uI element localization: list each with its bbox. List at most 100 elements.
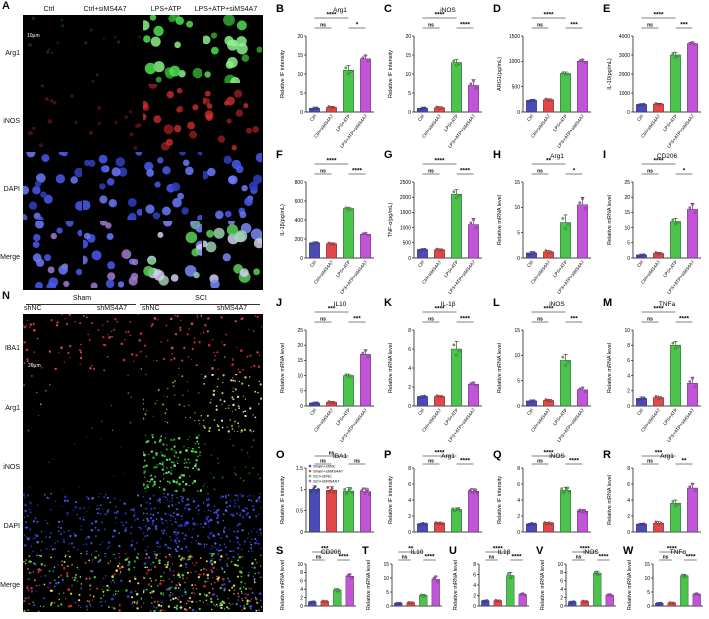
y-tick-label: 0 — [627, 110, 630, 116]
data-point — [325, 600, 329, 603]
y-tick-label: 0 — [517, 404, 520, 410]
data-point — [564, 227, 567, 230]
y-tick-label: 0.5 — [296, 508, 303, 514]
bar-3 — [670, 54, 681, 113]
data-point — [349, 70, 353, 73]
y-tick-label: 8 — [473, 562, 476, 568]
data-point — [347, 488, 351, 492]
sig-label: ns — [537, 459, 543, 465]
bar-4 — [360, 354, 371, 407]
data-point — [654, 520, 658, 524]
y-tick-label: 1.5 — [296, 466, 303, 472]
y-tick-label: 1000 — [509, 59, 520, 65]
bar-3 — [343, 490, 354, 533]
grid-a-image-r0-c0 — [23, 15, 82, 83]
grid-n-image-r2-c0 — [23, 433, 82, 493]
data-point — [566, 72, 570, 76]
chart-panel-o: O IBA1 Relative IF intensity 0 0.5 1 1.5 ns ns ns… — [276, 448, 378, 540]
grid-a-image-r2-c3 — [203, 152, 262, 220]
chart-panel-j: J IL10 Relative mRNA level 0 5 10 15 20 25 Ctrl Ct… — [276, 296, 378, 443]
sig-label: **** — [326, 12, 337, 19]
group-label-sham: Sham — [72, 295, 92, 302]
sig-label: ns — [537, 23, 543, 29]
row-label-iba1: IBA1 — [4, 345, 20, 352]
bar-1 — [309, 489, 320, 533]
legend-marker — [308, 479, 312, 483]
y-tick-label: 6 — [627, 482, 630, 488]
data-point — [597, 572, 601, 576]
y-axis-label: Relative IF intensity — [388, 50, 394, 98]
data-point — [474, 87, 478, 90]
chart-title: CD206 — [321, 549, 342, 556]
data-point — [583, 389, 587, 393]
y-tick-label: 0 — [300, 110, 303, 116]
bar-4 — [692, 594, 701, 607]
sig-label: ns — [354, 459, 360, 465]
data-point — [637, 254, 641, 258]
data-point — [563, 489, 567, 493]
data-point — [434, 575, 438, 579]
y-tick-label: 1 — [300, 487, 303, 493]
grid-a-image-r2-c2 — [143, 152, 202, 220]
data-point — [329, 488, 333, 492]
y-tick-label: 8 — [517, 466, 520, 472]
sig-label: **** — [424, 554, 435, 561]
data-point — [455, 196, 458, 200]
data-point — [438, 248, 441, 252]
grid-n-image-r4-c0 — [23, 553, 82, 612]
y-tick-label: 10 — [405, 72, 411, 78]
data-point — [435, 247, 439, 251]
sig-label: **** — [569, 458, 580, 465]
data-point — [583, 61, 587, 64]
data-point — [659, 396, 663, 399]
y-tick-label: 4 — [627, 498, 630, 504]
data-point — [566, 486, 570, 490]
data-point — [344, 66, 348, 70]
y-tick-label: 10 — [624, 328, 630, 334]
bar-4 — [468, 85, 479, 113]
y-tick-label: 6 — [408, 482, 411, 488]
data-point — [327, 105, 331, 108]
data-point — [344, 373, 348, 377]
chart-title: iNOS — [583, 549, 599, 556]
legend-entry: SCI+shMS4A7 — [313, 479, 340, 484]
x-tick-label: Ctrl — [417, 260, 425, 269]
data-point — [347, 375, 350, 379]
grid-a-image-r1-c1 — [83, 83, 142, 151]
bar-3 — [451, 509, 462, 533]
x-tick-label: Ctrl — [636, 408, 644, 417]
chart-panel-h: H Arg1 Relative mRNA level 0 5 10 15 Ctrl Ctrl+s… — [493, 148, 595, 295]
data-point — [313, 485, 317, 488]
data-point — [423, 106, 427, 110]
data-point — [474, 383, 478, 387]
bar-4 — [468, 224, 479, 259]
y-tick-label: 0 — [627, 404, 630, 410]
grid-a-image-r2-c0 — [23, 152, 82, 220]
bar-1 — [526, 100, 537, 113]
y-tick-label: 20 — [297, 34, 303, 40]
bar-4 — [605, 594, 614, 607]
bar-3 — [680, 575, 689, 607]
sig-label: ns — [537, 169, 543, 175]
data-point — [452, 59, 456, 63]
col-label-shms4a7-2: shMS4A7 — [216, 305, 248, 312]
data-point — [469, 382, 473, 385]
data-point — [337, 589, 341, 592]
data-point — [527, 400, 531, 404]
y-tick-label: 5 — [647, 590, 650, 596]
sig-label: **** — [326, 158, 337, 165]
legend-marker — [308, 469, 312, 473]
chart-title: IL10 — [334, 301, 347, 308]
data-point — [671, 218, 675, 222]
data-point — [549, 399, 553, 402]
data-point — [455, 63, 458, 67]
data-point — [349, 207, 353, 211]
data-point — [693, 211, 697, 214]
data-point — [327, 241, 331, 245]
y-tick-label: 0 — [473, 604, 476, 610]
y-axis-label: Relative mRNA level — [388, 343, 394, 393]
data-point — [364, 490, 368, 493]
data-point — [312, 487, 316, 490]
data-point — [363, 491, 367, 495]
y-tick-label: 8 — [627, 466, 630, 472]
